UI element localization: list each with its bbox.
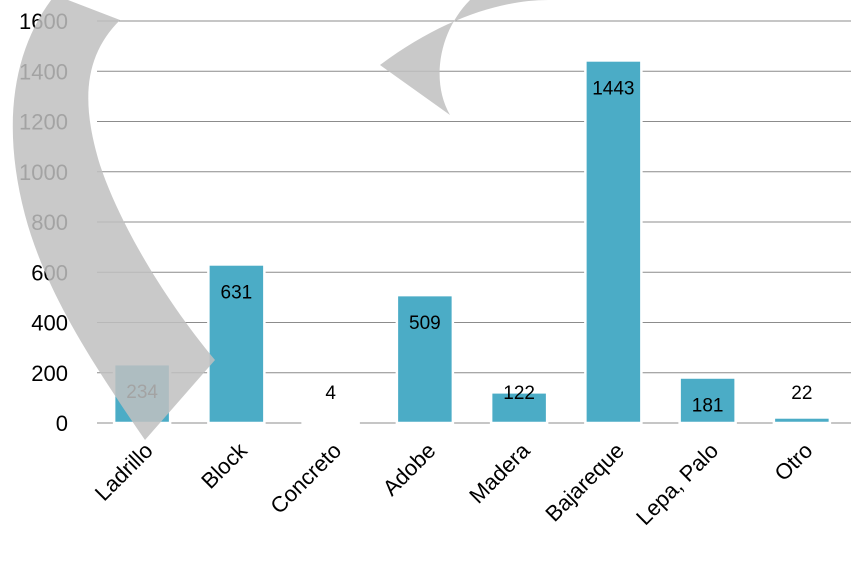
- data-label: 1443: [592, 78, 634, 99]
- y-tick-label: 0: [56, 411, 68, 436]
- bar-bajareque: [584, 59, 643, 425]
- data-label: 631: [221, 282, 253, 303]
- x-category-label: Lepa, Palo: [631, 438, 723, 530]
- data-label: 509: [409, 313, 441, 334]
- bar-lepa-palo: [678, 376, 737, 425]
- watermark-swoosh: [12, 0, 548, 440]
- bars: [112, 59, 832, 425]
- data-label: 22: [791, 383, 812, 404]
- x-category-label: Bajareque: [540, 438, 629, 527]
- x-category-label: Ladrillo: [90, 438, 158, 506]
- bar-block: [207, 263, 266, 425]
- bar-madera: [489, 391, 549, 425]
- bar-adobe: [395, 293, 455, 425]
- data-labels: 2346314509122144318122: [126, 78, 812, 416]
- bar-concreto: [301, 420, 360, 425]
- x-category-label: Concreto: [265, 438, 346, 519]
- x-category-label: Otro: [769, 438, 817, 486]
- x-category-label: Adobe: [378, 438, 441, 501]
- x-category-label: Block: [196, 437, 252, 493]
- y-tick-label: 400: [31, 311, 68, 336]
- data-label: 4: [325, 383, 336, 404]
- y-tick-label: 200: [31, 361, 68, 386]
- x-axis-category-labels: Ladrillo Block Concreto Adobe Madera Bajarequ…: [90, 437, 818, 530]
- bar-otro: [772, 416, 832, 425]
- data-label: 122: [503, 383, 535, 404]
- x-category-label: Madera: [464, 437, 535, 508]
- data-label: 181: [692, 396, 724, 417]
